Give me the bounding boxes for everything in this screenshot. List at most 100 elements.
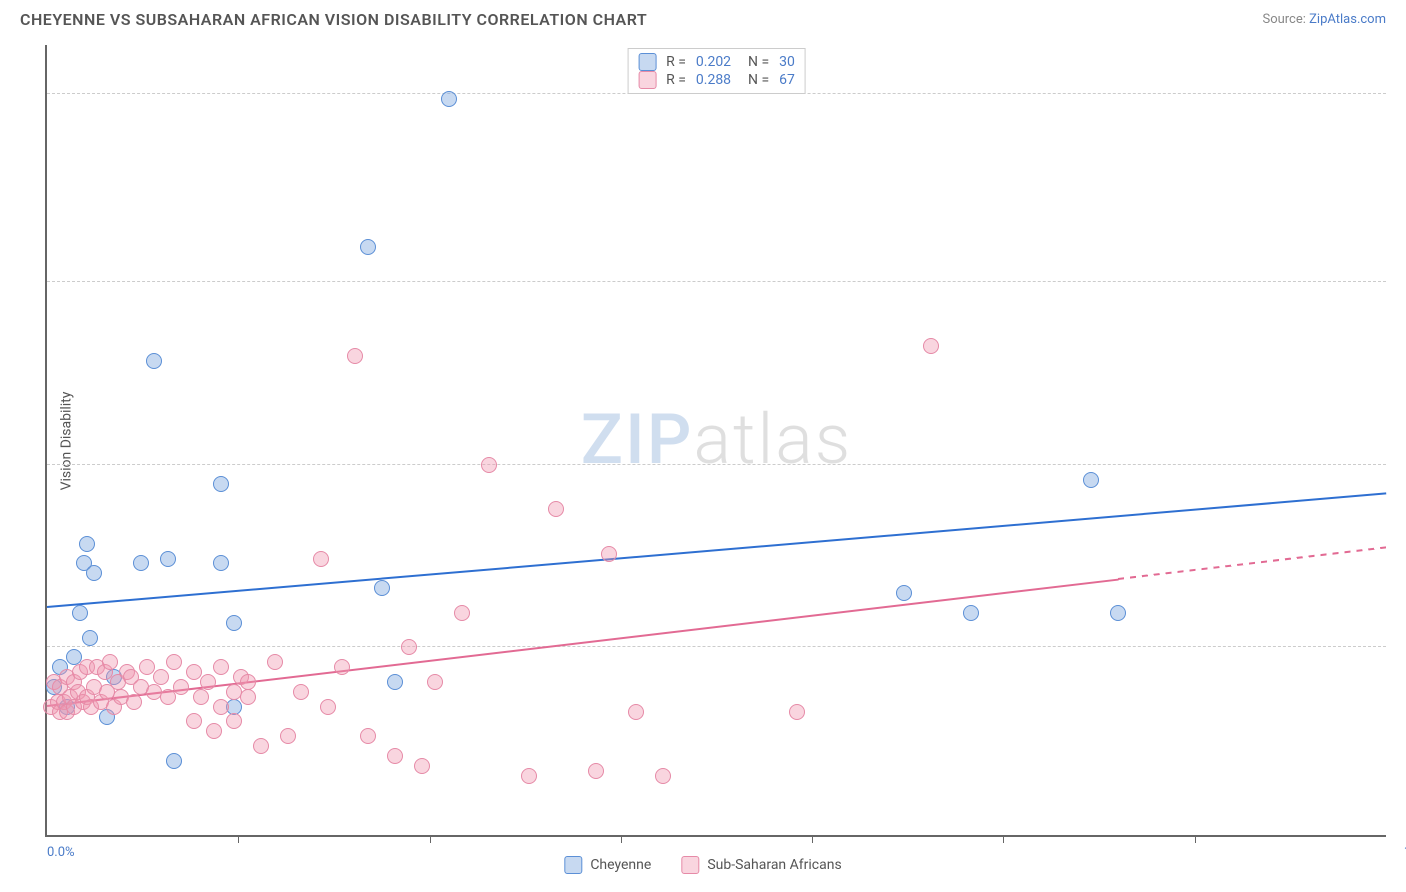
y-tick-label: 15.0% [1396, 87, 1406, 102]
data-point [226, 615, 242, 631]
data-point [334, 659, 350, 675]
data-point [521, 768, 537, 784]
trend-line [1118, 547, 1386, 581]
data-point [923, 338, 939, 354]
data-point [200, 674, 216, 690]
data-point [293, 684, 309, 700]
data-point [126, 694, 142, 710]
source-prefix: Source: [1262, 12, 1309, 27]
data-point [387, 674, 403, 690]
x-minor-tick [1195, 835, 1196, 843]
data-point [102, 654, 118, 670]
stats-legend: R = 0.202 N = 30 R = 0.288 N = 67 [627, 48, 806, 94]
data-point [79, 536, 95, 552]
gridline [47, 464, 1386, 465]
n-value-2: 67 [779, 72, 795, 88]
data-point [1083, 472, 1099, 488]
x-minor-tick [430, 835, 431, 843]
legend-label-2: Sub-Saharan Africans [707, 857, 841, 873]
data-point [320, 699, 336, 715]
data-point [313, 551, 329, 567]
legend-item-1: Cheyenne [564, 856, 651, 874]
n-label: N = [741, 72, 769, 88]
data-point [454, 605, 470, 621]
swatch-series-2 [638, 71, 656, 89]
n-value-1: 30 [779, 54, 795, 70]
chart-area: Vision Disability ZIPatlas R = 0.202 N =… [45, 45, 1386, 837]
data-point [160, 551, 176, 567]
watermark-zip: ZIP [581, 399, 694, 481]
r-label: R = [666, 54, 686, 70]
data-point [166, 654, 182, 670]
plot-region: ZIPatlas R = 0.202 N = 30 R = 0.288 N = … [45, 45, 1386, 837]
y-tick-label: 11.2% [1396, 275, 1406, 290]
data-point [226, 713, 242, 729]
legend-label-1: Cheyenne [590, 857, 651, 873]
data-point [655, 768, 671, 784]
data-point [1110, 605, 1126, 621]
data-point [441, 91, 457, 107]
r-value-2: 0.288 [696, 72, 731, 88]
data-point [628, 704, 644, 720]
data-point [427, 674, 443, 690]
data-point [347, 348, 363, 364]
x-min-label: 0.0% [47, 845, 75, 860]
x-minor-tick [238, 835, 239, 843]
data-point [387, 748, 403, 764]
data-point [789, 704, 805, 720]
data-point [401, 639, 417, 655]
data-point [86, 565, 102, 581]
data-point [360, 239, 376, 255]
data-point [153, 669, 169, 685]
source-link[interactable]: ZipAtlas.com [1309, 12, 1386, 27]
data-point [82, 630, 98, 646]
data-point [896, 585, 912, 601]
stats-row-2: R = 0.288 N = 67 [638, 71, 795, 89]
data-point [360, 728, 376, 744]
r-label: R = [666, 72, 686, 88]
x-minor-tick [621, 835, 622, 843]
data-point [588, 763, 604, 779]
swatch-series-2 [681, 856, 699, 874]
data-point [72, 605, 88, 621]
data-point [133, 555, 149, 571]
data-point [146, 353, 162, 369]
y-tick-label: 3.8% [1396, 640, 1406, 655]
data-point [414, 758, 430, 774]
data-point [186, 713, 202, 729]
data-point [213, 476, 229, 492]
data-point [253, 738, 269, 754]
x-minor-tick [812, 835, 813, 843]
data-point [374, 580, 390, 596]
watermark: ZIPatlas [581, 399, 853, 481]
y-tick-label: 7.5% [1396, 457, 1406, 472]
series-legend: Cheyenne Sub-Saharan Africans [564, 856, 841, 874]
data-point [213, 555, 229, 571]
watermark-atlas: atlas [693, 399, 852, 481]
data-point [267, 654, 283, 670]
data-point [160, 689, 176, 705]
trend-line [47, 492, 1386, 608]
source-credit: Source: ZipAtlas.com [1262, 12, 1386, 27]
data-point [166, 753, 182, 769]
legend-item-2: Sub-Saharan Africans [681, 856, 841, 874]
data-point [548, 501, 564, 517]
stats-row-1: R = 0.202 N = 30 [638, 53, 795, 71]
n-label: N = [741, 54, 769, 70]
gridline [47, 281, 1386, 282]
x-minor-tick [1003, 835, 1004, 843]
r-value-1: 0.202 [696, 54, 731, 70]
gridline [47, 646, 1386, 647]
data-point [206, 723, 222, 739]
data-point [280, 728, 296, 744]
swatch-series-1 [638, 53, 656, 71]
chart-title: CHEYENNE VS SUBSAHARAN AFRICAN VISION DI… [20, 10, 647, 29]
data-point [240, 689, 256, 705]
data-point [213, 659, 229, 675]
data-point [193, 689, 209, 705]
data-point [173, 679, 189, 695]
data-point [213, 699, 229, 715]
gridline [47, 93, 1386, 94]
data-point [963, 605, 979, 621]
swatch-series-1 [564, 856, 582, 874]
